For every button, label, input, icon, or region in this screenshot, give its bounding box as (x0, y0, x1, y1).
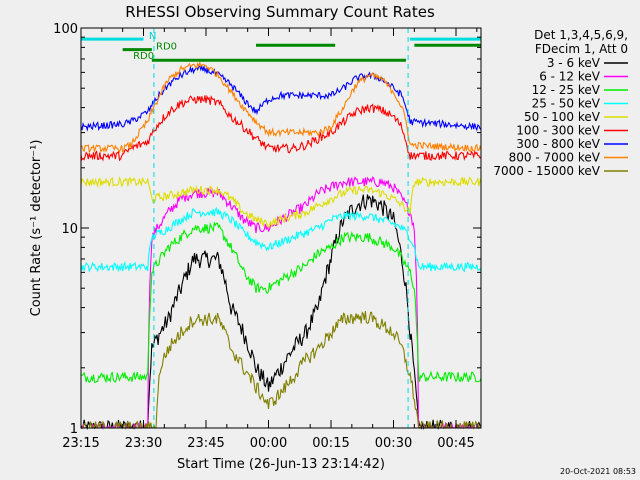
x-tick-label-5: 00:30 (375, 436, 412, 451)
annotation-label-0: RD0 (156, 42, 177, 53)
series-line-6 (80, 64, 482, 132)
series-line-3 (80, 206, 482, 273)
legend-label-4: 50 - 100 keV (524, 110, 601, 124)
series-line-7 (80, 60, 482, 154)
y-tick-label-1: 10 (61, 222, 78, 237)
annotation-label-1: RD0 (133, 51, 154, 62)
legend-label-1: 6 - 12 keV (539, 70, 601, 84)
y-axis-label: Count Rate (s⁻¹ detector⁻¹) (29, 140, 44, 317)
annotation-label-2: N (149, 31, 156, 42)
x-tick-label-2: 23:45 (187, 436, 224, 451)
legend-label-8: 7000 - 15000 keV (493, 164, 600, 178)
x-tick-label-1: 23:30 (125, 436, 162, 451)
y-tick-label-2: 100 (53, 22, 78, 37)
series-line-4 (80, 176, 482, 228)
legend-label-3: 25 - 50 keV (532, 97, 601, 111)
footer-timestamp: 20-Oct-2021 08:53 (560, 467, 636, 476)
legend-label-7: 800 - 7000 keV (509, 151, 601, 165)
legend-header-line-2: FDecim 1, Att 0 (535, 42, 628, 56)
legend-label-5: 100 - 300 keV (516, 124, 600, 138)
y-tick-label-0: 1 (70, 422, 78, 437)
x-tick-label-0: 23:15 (62, 436, 99, 451)
legend: Det 1,3,4,5,6,9, FDecim 1, Att 0 3 - 6 k… (493, 28, 628, 178)
series-line-2 (80, 221, 482, 384)
series-line-5 (80, 94, 482, 162)
x-tick-label-6: 00:45 (437, 436, 474, 451)
x-tick-label-3: 00:00 (250, 436, 287, 451)
legend-label-0: 3 - 6 keV (547, 56, 601, 70)
legend-label-6: 300 - 800 keV (516, 137, 600, 151)
legend-label-2: 12 - 25 keV (532, 83, 601, 97)
chart-title: RHESSI Observing Summary Count Rates (125, 3, 435, 21)
x-axis-label: Start Time (26-Jun-13 23:14:42) (177, 457, 385, 472)
x-tick-label-4: 00:15 (312, 436, 349, 451)
axis-layer: 23:15 23:30 23:45 00:00 00:15 00:30 00:45 1 10 10… (53, 22, 481, 451)
legend-header-line-1: Det 1,3,4,5,6,9, (534, 28, 628, 42)
